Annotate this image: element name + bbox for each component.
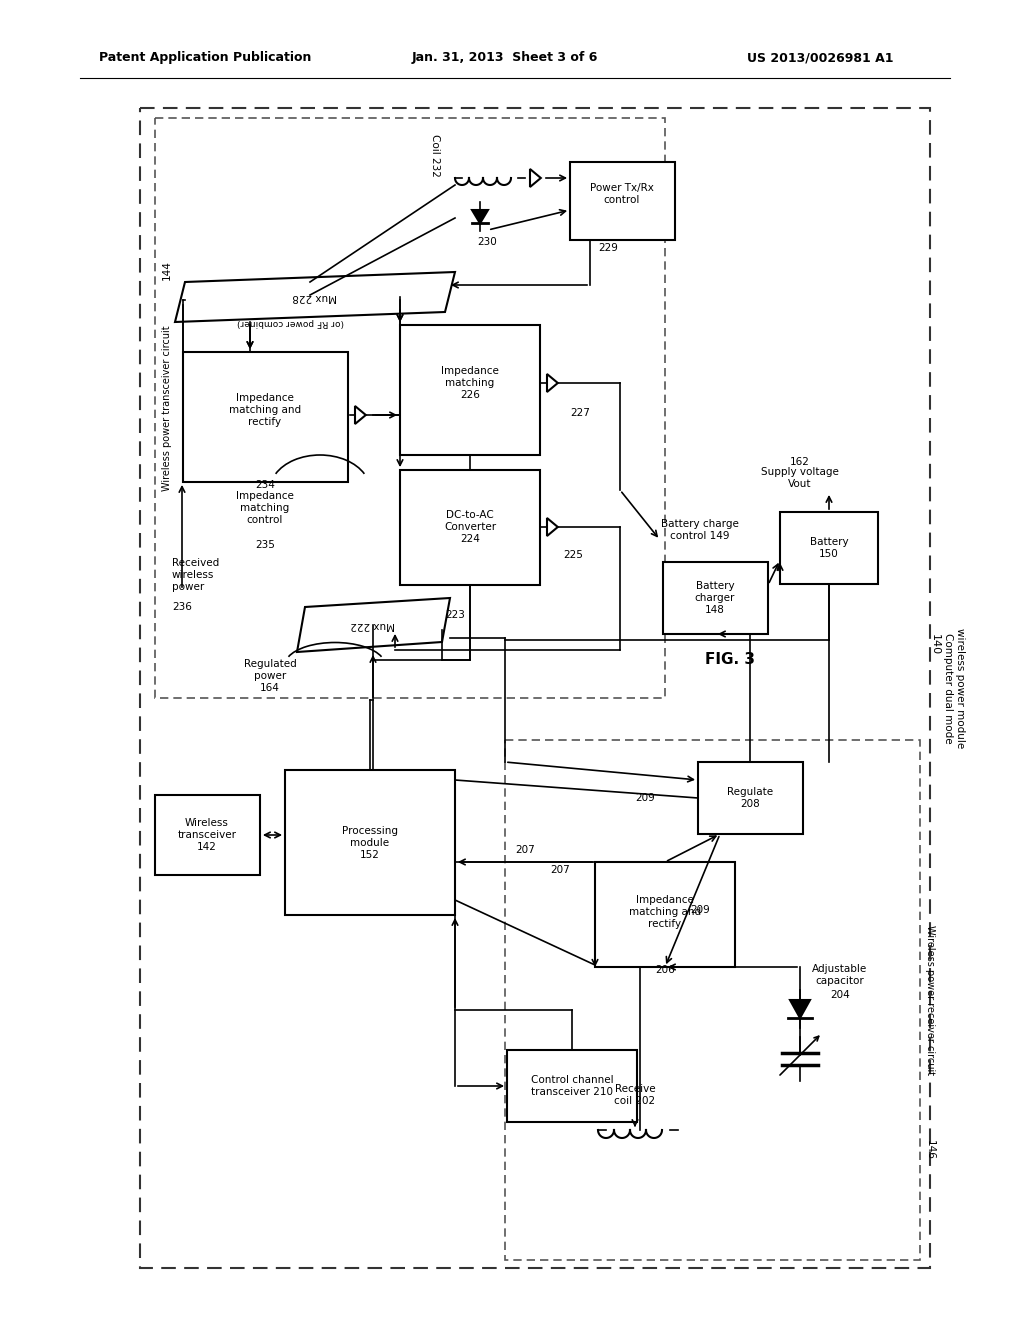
Polygon shape xyxy=(472,210,488,223)
Text: Received
wireless
power: Received wireless power xyxy=(172,558,219,591)
Text: Impedance
matching and
rectify: Impedance matching and rectify xyxy=(229,393,301,426)
Text: Processing
module
152: Processing module 152 xyxy=(342,826,398,859)
Text: Impedance
matching
control: Impedance matching control xyxy=(237,491,294,524)
Text: Battery charge
control 149: Battery charge control 149 xyxy=(662,519,739,541)
Text: 144: 144 xyxy=(162,260,172,280)
Text: DC-to-AC
Converter
224: DC-to-AC Converter 224 xyxy=(444,511,496,544)
Text: Receive
coil 202: Receive coil 202 xyxy=(614,1084,655,1106)
Text: Wireless
transceiver
142: Wireless transceiver 142 xyxy=(177,818,237,851)
Text: 146: 146 xyxy=(925,1140,935,1160)
Bar xyxy=(285,770,455,915)
Bar xyxy=(780,512,878,583)
Text: Impedance
matching
226: Impedance matching 226 xyxy=(441,367,499,400)
Polygon shape xyxy=(175,272,455,322)
Text: 236: 236 xyxy=(172,602,191,612)
Bar xyxy=(400,470,540,585)
Bar xyxy=(595,862,735,968)
Text: Regulate
208: Regulate 208 xyxy=(727,787,773,809)
Text: Supply voltage
Vout: Supply voltage Vout xyxy=(761,467,839,488)
Text: Coil 232: Coil 232 xyxy=(430,133,440,177)
Bar xyxy=(400,325,540,455)
Text: 234: 234 xyxy=(255,480,274,490)
Text: 229: 229 xyxy=(598,243,617,253)
Text: Power Tx/Rx
control: Power Tx/Rx control xyxy=(590,183,654,205)
Text: Computer dual mode: Computer dual mode xyxy=(943,632,953,743)
Text: FIG. 3: FIG. 3 xyxy=(705,652,755,668)
Text: Battery
150: Battery 150 xyxy=(810,537,848,558)
Text: 209: 209 xyxy=(635,793,655,803)
Text: Control channel
transceiver 210: Control channel transceiver 210 xyxy=(530,1076,613,1097)
Text: 140: 140 xyxy=(930,635,940,656)
Text: Wireless power receiver circuit: Wireless power receiver circuit xyxy=(925,925,935,1074)
Text: Mux 222: Mux 222 xyxy=(350,620,395,630)
Text: Impedance
matching and
rectify: Impedance matching and rectify xyxy=(629,895,701,928)
Bar xyxy=(140,108,930,1269)
Text: 204: 204 xyxy=(830,990,850,1001)
Text: US 2013/0026981 A1: US 2013/0026981 A1 xyxy=(746,51,893,65)
Text: Adjustable
capacitor: Adjustable capacitor xyxy=(812,964,867,986)
Text: 230: 230 xyxy=(477,238,497,247)
Text: 223: 223 xyxy=(445,610,465,620)
Text: 207: 207 xyxy=(550,865,570,875)
Bar xyxy=(507,1049,637,1122)
Bar xyxy=(183,352,348,482)
Text: 164: 164 xyxy=(260,682,280,693)
Polygon shape xyxy=(790,1001,810,1018)
Bar xyxy=(663,562,768,634)
Text: 162: 162 xyxy=(791,457,810,467)
Bar xyxy=(698,762,803,834)
Text: 209: 209 xyxy=(690,906,710,915)
Polygon shape xyxy=(297,598,450,652)
Text: Jan. 31, 2013  Sheet 3 of 6: Jan. 31, 2013 Sheet 3 of 6 xyxy=(412,51,598,65)
Text: (or RF power combiner): (or RF power combiner) xyxy=(237,318,343,326)
Text: 225: 225 xyxy=(563,550,583,560)
Text: Regulated
power: Regulated power xyxy=(244,659,296,681)
Text: wireless power module: wireless power module xyxy=(955,628,965,748)
Polygon shape xyxy=(355,407,366,424)
Text: Patent Application Publication: Patent Application Publication xyxy=(98,51,311,65)
Polygon shape xyxy=(547,517,558,536)
Bar xyxy=(505,741,920,1261)
Text: 227: 227 xyxy=(570,408,590,418)
Polygon shape xyxy=(530,169,541,187)
Text: 207: 207 xyxy=(515,845,535,855)
Text: Wireless power transceiver circuit: Wireless power transceiver circuit xyxy=(162,325,172,491)
Bar xyxy=(155,117,665,698)
Bar xyxy=(155,795,260,875)
Text: 235: 235 xyxy=(255,540,274,550)
Polygon shape xyxy=(547,374,558,392)
Text: 206: 206 xyxy=(655,965,675,975)
Bar xyxy=(570,162,675,240)
Text: Mux 228: Mux 228 xyxy=(293,292,337,302)
Text: Battery
charger
148: Battery charger 148 xyxy=(695,581,735,615)
